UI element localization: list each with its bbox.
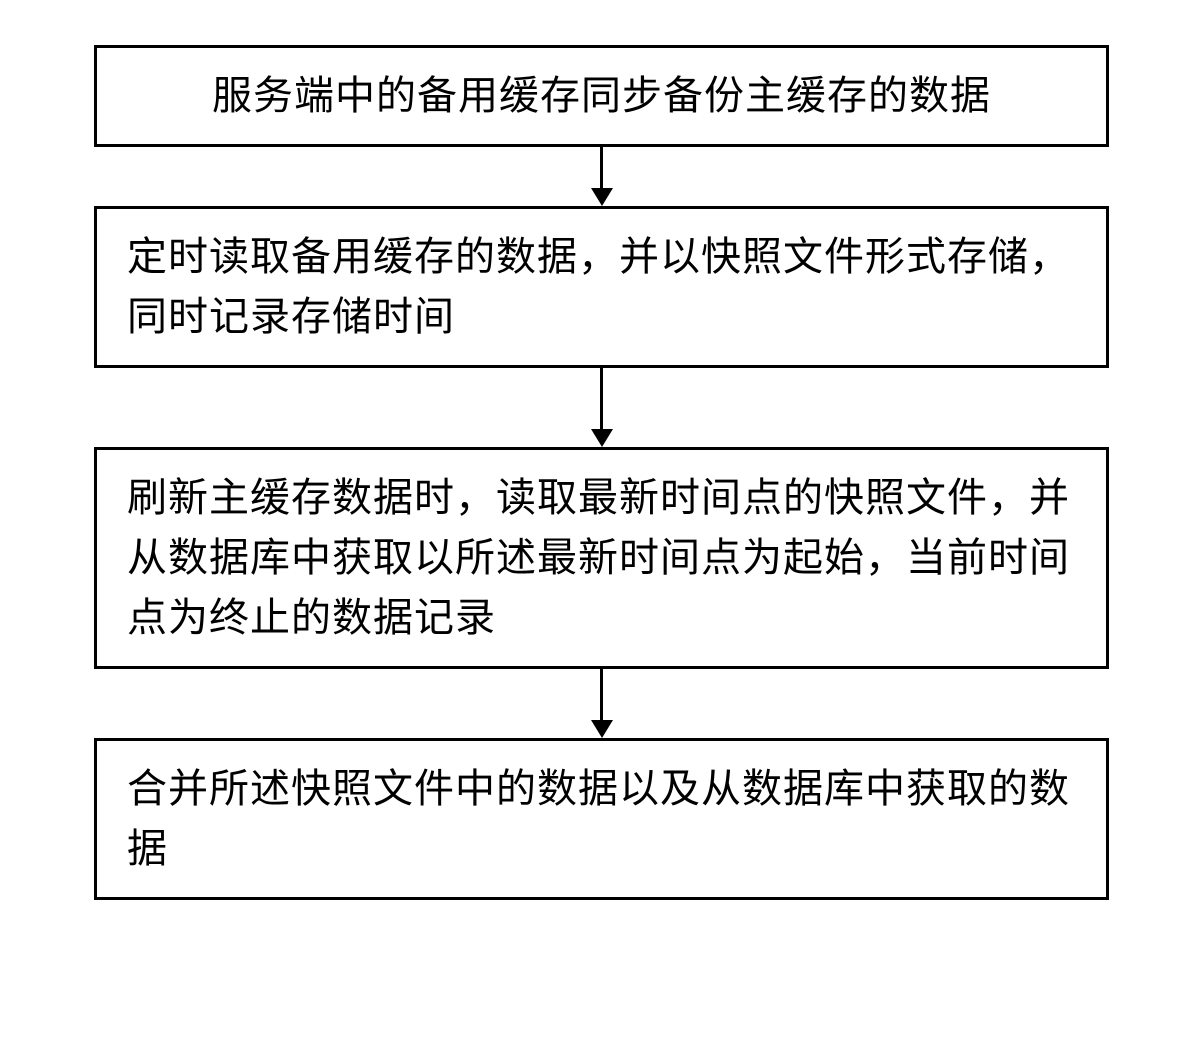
node-text: 刷新主缓存数据时，读取最新时间点的快照文件，并从数据库中获取以所述最新时间点为起…: [127, 468, 1076, 648]
node-text: 定时读取备用缓存的数据，并以快照文件形式存储，同时记录存储时间: [127, 227, 1076, 347]
node-text: 服务端中的备用缓存同步备份主缓存的数据: [212, 66, 991, 126]
flowchart-node: 定时读取备用缓存的数据，并以快照文件形式存储，同时记录存储时间: [94, 206, 1109, 368]
arrow-icon: [591, 669, 613, 738]
node-text: 合并所述快照文件中的数据以及从数据库中获取的数据: [127, 759, 1076, 879]
flowchart-node: 刷新主缓存数据时，读取最新时间点的快照文件，并从数据库中获取以所述最新时间点为起…: [94, 447, 1109, 669]
flowchart-container: 服务端中的备用缓存同步备份主缓存的数据 定时读取备用缓存的数据，并以快照文件形式…: [0, 0, 1203, 900]
arrow-icon: [591, 147, 613, 206]
arrow-icon: [591, 368, 613, 447]
flowchart-node: 合并所述快照文件中的数据以及从数据库中获取的数据: [94, 738, 1109, 900]
flowchart-node: 服务端中的备用缓存同步备份主缓存的数据: [94, 45, 1109, 147]
